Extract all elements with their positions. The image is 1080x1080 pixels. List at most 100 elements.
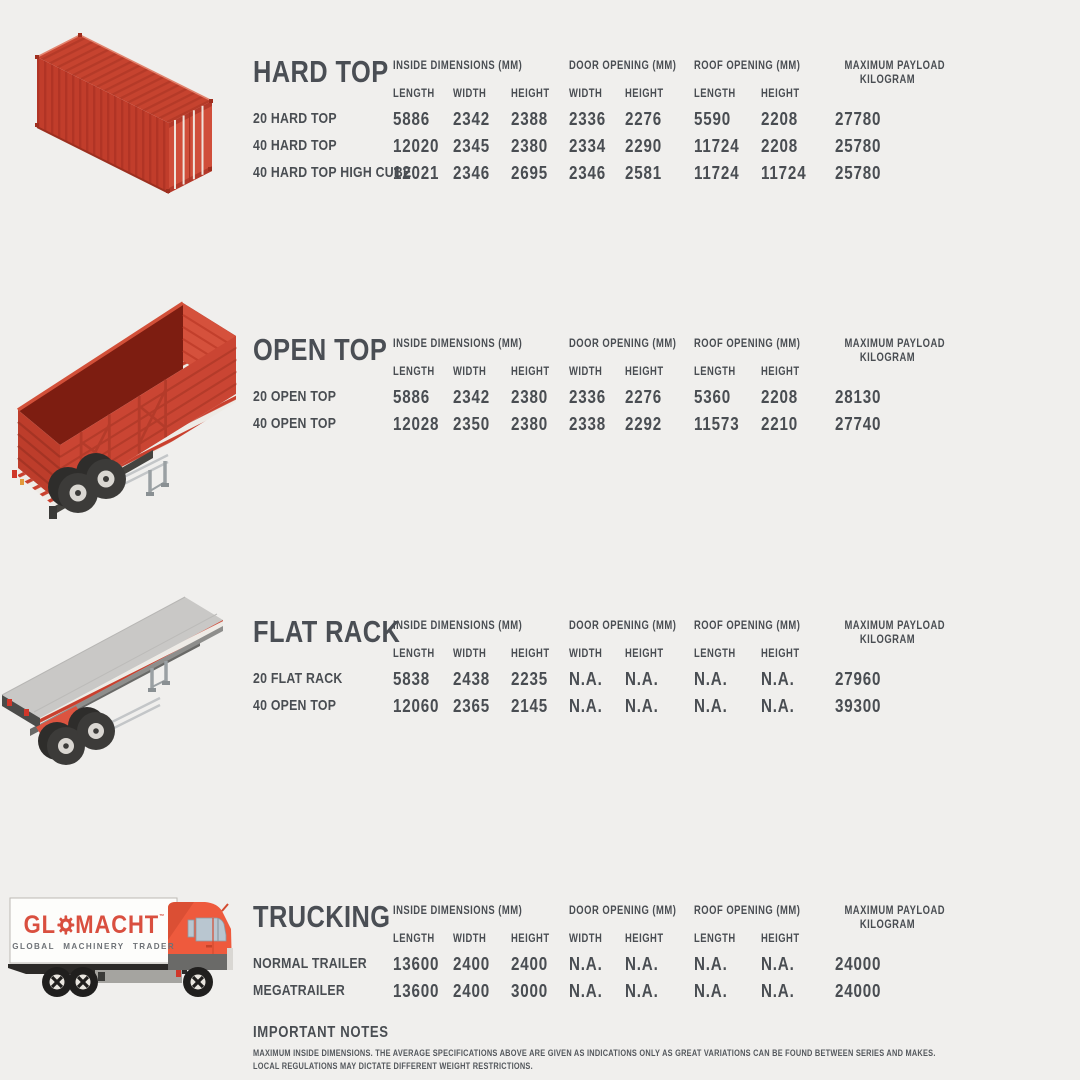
kilogram-label: KILOGRAM <box>859 918 916 931</box>
col-group-door-opening: DOOR OPENING (MM) <box>569 338 677 350</box>
value-cell: N.A. <box>625 953 659 974</box>
flat-rack-trailer-illustration <box>0 588 240 783</box>
kilogram-label: KILOGRAM <box>859 351 916 364</box>
glomacht-logo: GL MACHT ™ GLOBAL MACHINERY TRADER <box>13 904 174 960</box>
subcol-inside-height: HEIGHT <box>511 648 550 660</box>
row-label: 20 OPEN TOP <box>253 388 337 405</box>
section-title: HARD TOP <box>253 54 389 89</box>
row-label: 40 HARD TOP <box>253 137 337 154</box>
subcol-roof-height: HEIGHT <box>761 366 800 378</box>
row-label: 20 HARD TOP <box>253 110 337 127</box>
spec-section: FLAT RACK INSIDE DIMENSIONS (MM) DOOR OP… <box>1 596 946 765</box>
value-cell: N.A. <box>694 980 728 1001</box>
spec-table: HARD TOP INSIDE DIMENSIONS (MM) DOOR OPE… <box>253 53 946 186</box>
value-cell: 2145 <box>511 695 549 716</box>
value-cell: 2380 <box>511 135 549 156</box>
value-cell: 2208 <box>761 108 799 129</box>
logo-suffix: MACHT <box>75 911 160 939</box>
max-payload-label: MAXIMUM PAYLOAD <box>844 620 946 632</box>
wheels <box>48 453 126 513</box>
value-cell: 2365 <box>453 695 491 716</box>
value-cell: 24000 <box>835 980 882 1001</box>
value-cell: 5886 <box>393 108 431 129</box>
value-cell: 27960 <box>835 668 882 689</box>
col-group-roof-opening: ROOF OPENING (MM) <box>694 338 801 350</box>
value-cell: N.A. <box>569 953 603 974</box>
trailer-body <box>12 301 237 519</box>
value-cell: 2380 <box>511 413 549 434</box>
subcol-door-height: HEIGHT <box>625 648 664 660</box>
subcol-door-width: WIDTH <box>569 648 603 660</box>
subcol-inside-width: WIDTH <box>453 933 487 945</box>
value-cell: N.A. <box>569 980 603 1001</box>
landing-gear <box>148 661 170 692</box>
value-cell: 3000 <box>511 980 549 1001</box>
value-cell: 2400 <box>511 953 549 974</box>
col-group-inside-dimensions: INSIDE DIMENSIONS (MM) <box>393 620 523 632</box>
col-group-roof-opening: ROOF OPENING (MM) <box>694 620 801 632</box>
subcol-inside-length: LENGTH <box>393 648 435 660</box>
value-cell: 24000 <box>835 953 882 974</box>
value-cell: N.A. <box>569 668 603 689</box>
value-cell: 12021 <box>393 162 440 183</box>
col-group-door-opening: DOOR OPENING (MM) <box>569 620 677 632</box>
wheels <box>38 707 115 765</box>
value-cell: 2342 <box>453 386 491 407</box>
value-cell: 2400 <box>453 980 491 1001</box>
value-cell: 2695 <box>511 162 549 183</box>
row-label: MEGATRAILER <box>253 982 345 999</box>
subcol-inside-length: LENGTH <box>393 88 435 100</box>
important-notes: IMPORTANT NOTES MAXIMUM INSIDE DIMENSION… <box>253 1024 1033 1072</box>
col-group-roof-opening: ROOF OPENING (MM) <box>694 60 801 72</box>
subcol-door-width: WIDTH <box>569 366 603 378</box>
max-payload-label: MAXIMUM PAYLOAD <box>844 60 946 72</box>
container-body <box>35 33 213 194</box>
subcol-door-height: HEIGHT <box>625 366 664 378</box>
row-label: NORMAL TRAILER <box>253 955 367 972</box>
value-cell: 27740 <box>835 413 882 434</box>
value-cell: N.A. <box>761 668 795 689</box>
value-cell: N.A. <box>569 695 603 716</box>
wheels <box>42 967 213 997</box>
spec-table: TRUCKING INSIDE DIMENSIONS (MM) DOOR OPE… <box>253 898 946 1004</box>
value-cell: 2400 <box>453 953 491 974</box>
col-group-max-payload: MAXIMUM PAYLOAD KILOGRAM <box>835 618 946 665</box>
flat-rack-trailer-image <box>1 596 223 765</box>
notes-title: IMPORTANT NOTES <box>253 1024 389 1041</box>
spec-section: OPEN TOP INSIDE DIMENSIONS (MM) DOOR OPE… <box>12 301 945 519</box>
value-cell: 11573 <box>694 413 740 434</box>
notes-line: LOCAL REGULATIONS MAY DICTATE DIFFERENT … <box>253 1060 533 1071</box>
kilogram-label: KILOGRAM <box>859 633 916 646</box>
subcol-roof-height: HEIGHT <box>761 648 800 660</box>
value-cell: 2336 <box>569 386 607 407</box>
open-top-trailer-illustration <box>5 300 240 525</box>
subcol-inside-height: HEIGHT <box>511 933 550 945</box>
value-cell: 2380 <box>511 386 549 407</box>
value-cell: N.A. <box>694 695 728 716</box>
value-cell: 2235 <box>511 668 549 689</box>
value-cell: 2276 <box>625 386 663 407</box>
subcol-roof-length: LENGTH <box>694 366 736 378</box>
value-cell: N.A. <box>761 980 795 1001</box>
col-group-roof-opening: ROOF OPENING (MM) <box>694 905 801 917</box>
landing-gear <box>146 461 169 496</box>
value-cell: 28130 <box>835 386 882 407</box>
value-cell: 2346 <box>569 162 607 183</box>
value-cell: 12020 <box>393 135 440 156</box>
value-cell: 12028 <box>393 413 440 434</box>
door-lock-rods <box>174 105 204 189</box>
col-group-max-payload: MAXIMUM PAYLOAD KILOGRAM <box>835 58 946 105</box>
value-cell: 12060 <box>393 695 440 716</box>
subcol-inside-height: HEIGHT <box>511 88 550 100</box>
value-cell: 2276 <box>625 108 663 129</box>
value-cell: 11724 <box>694 162 740 183</box>
subcol-roof-height: HEIGHT <box>761 933 800 945</box>
value-cell: 2345 <box>453 135 491 156</box>
value-cell: 2210 <box>761 413 799 434</box>
subcol-door-height: HEIGHT <box>625 933 664 945</box>
notes-line: MAXIMUM INSIDE DIMENSIONS. THE AVERAGE S… <box>253 1048 936 1058</box>
max-payload-label: MAXIMUM PAYLOAD <box>844 905 946 917</box>
value-cell: 2336 <box>569 108 607 129</box>
row-label: 20 FLAT RACK <box>253 670 343 687</box>
